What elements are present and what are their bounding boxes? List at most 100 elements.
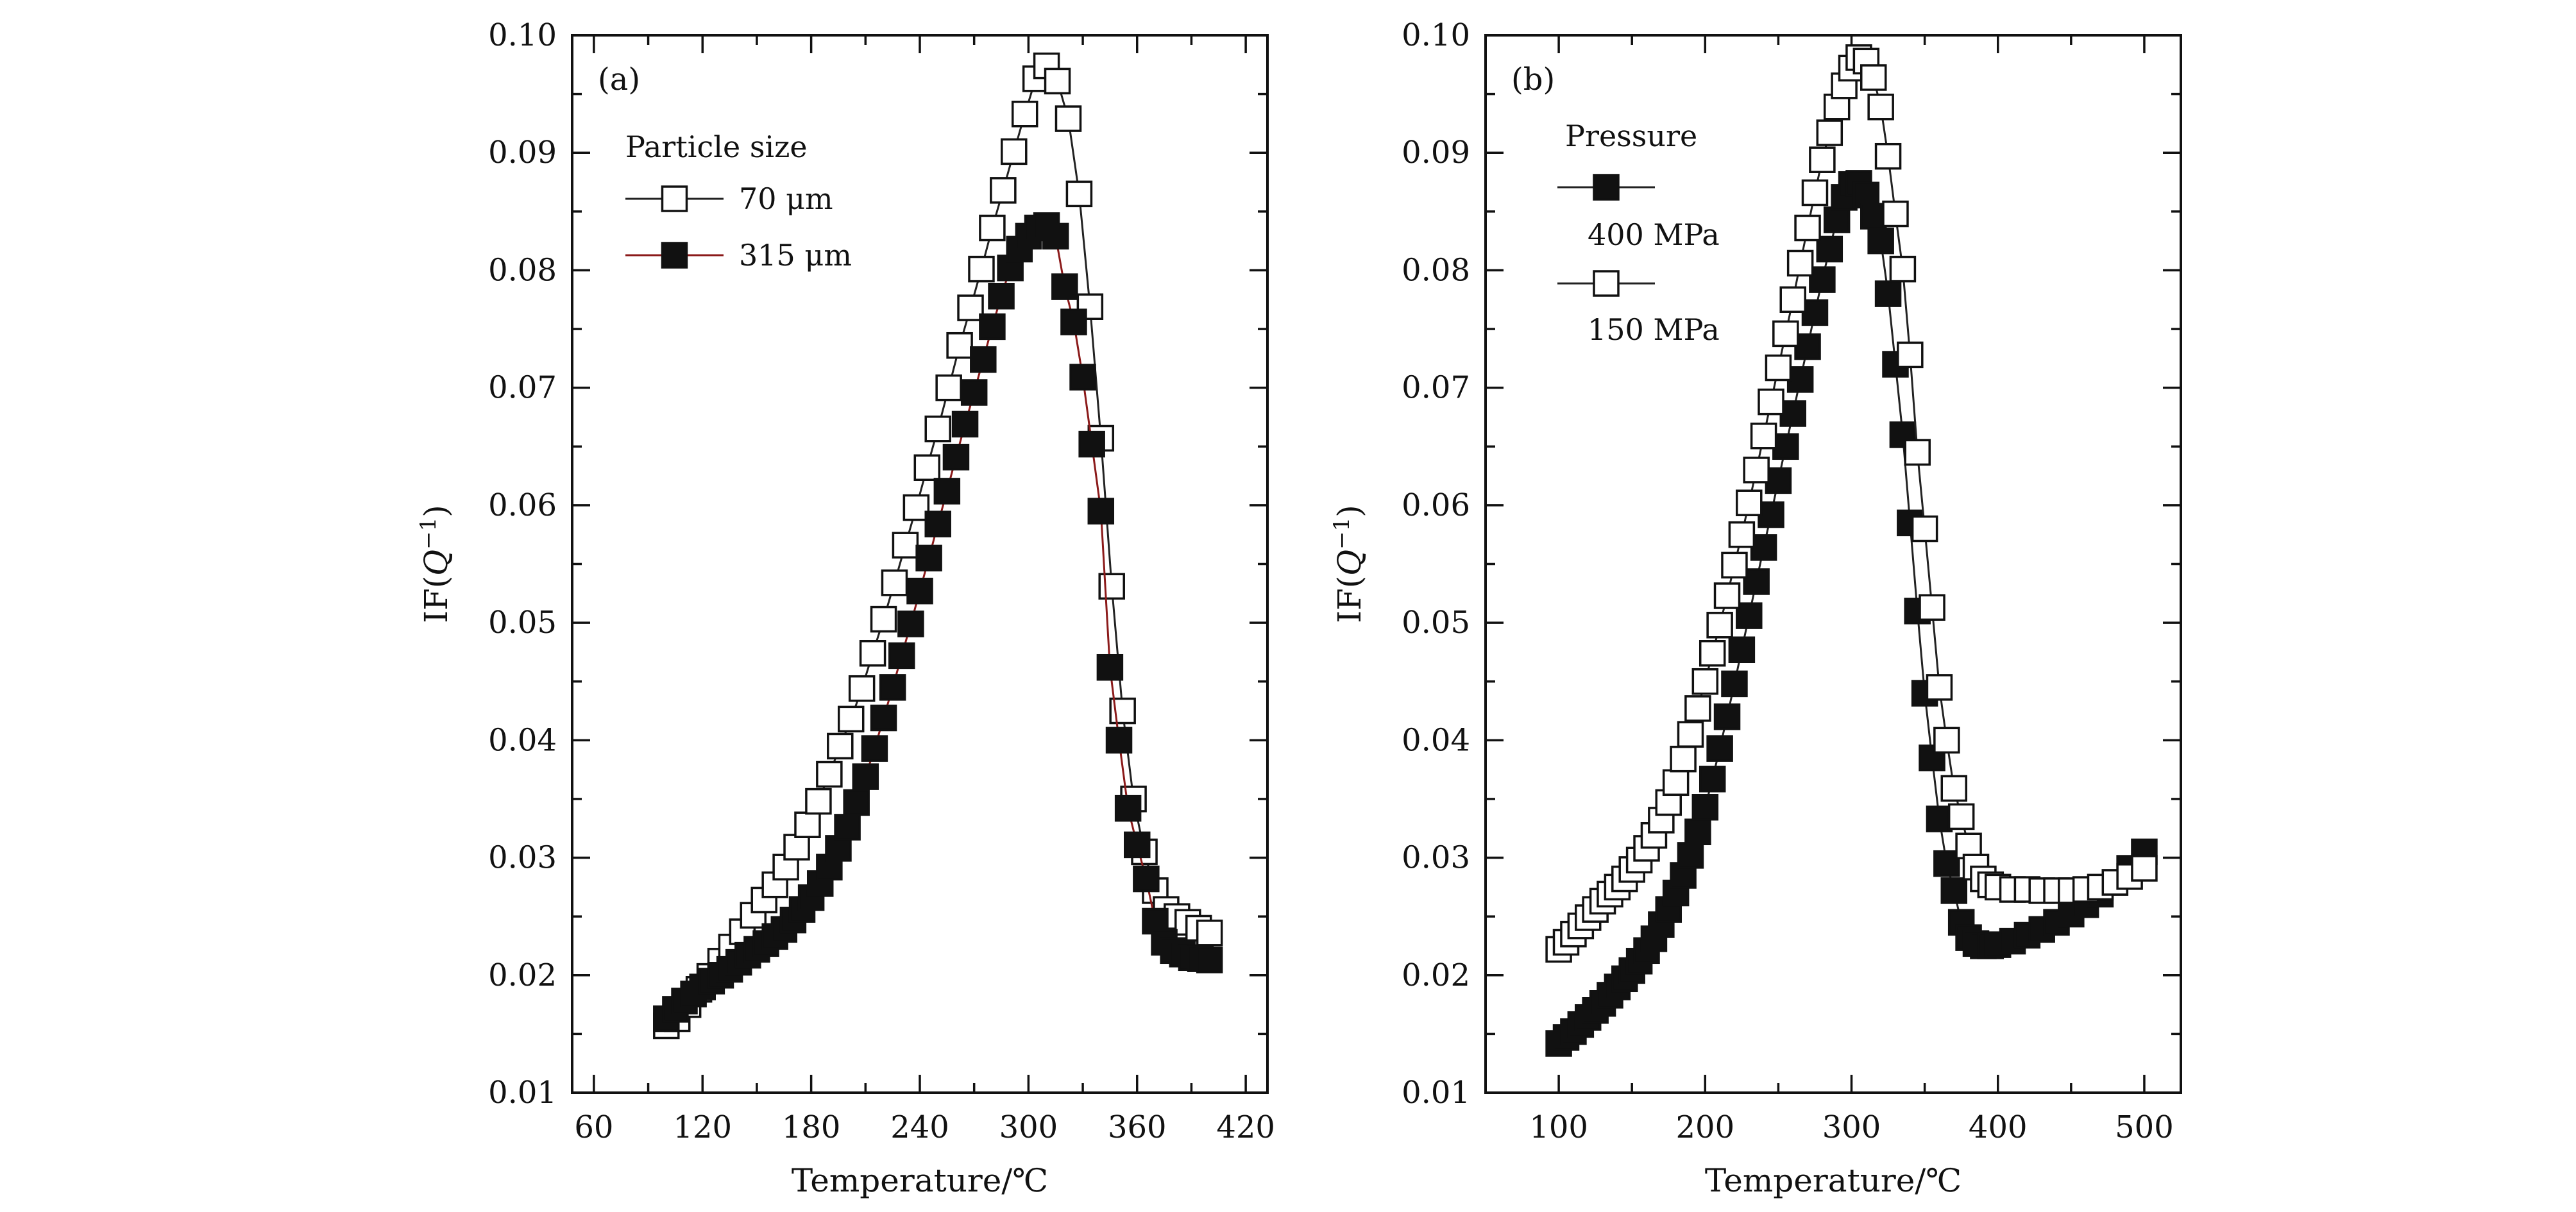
y-tick-label: 0.07 [1402, 370, 1470, 406]
filled-square-marker [1750, 534, 1777, 561]
legend: Particle size 70 μm 315 μm [625, 130, 852, 273]
filled-square-marker [933, 478, 961, 505]
open-square-marker [1809, 146, 1836, 173]
series-1 [1545, 170, 2158, 1057]
y-axis-title: IF(Q−1) [416, 505, 455, 623]
filled-square-marker [1133, 865, 1160, 893]
open-square-marker [1786, 249, 1814, 277]
y-tick-label: 0.10 [488, 17, 557, 53]
filled-square-marker [1114, 795, 1142, 822]
filled-square-marker [870, 704, 897, 732]
filled-square-marker [1940, 877, 1968, 904]
open-square-marker [1055, 105, 1082, 132]
legend-filled-square [661, 242, 688, 269]
y-axis-title-variable: Q [1331, 550, 1368, 576]
series-2 [653, 212, 1223, 1032]
series-2 [1545, 44, 2158, 963]
filled-square-marker [1196, 947, 1223, 973]
open-square-marker [1867, 94, 1894, 121]
open-square-marker [902, 494, 930, 521]
open-square-marker [1801, 179, 1829, 206]
y-axis-title-prefix: IF( [418, 576, 455, 623]
open-square-marker [837, 705, 865, 733]
open-square-marker [1919, 594, 1945, 621]
filled-square-marker [915, 544, 942, 572]
y-tick-label: 0.08 [1402, 252, 1470, 288]
y-tick-label: 0.03 [488, 840, 557, 876]
y-axis-title: IF(Q−1) [1329, 505, 1368, 623]
open-square-marker [1721, 551, 1748, 579]
y-tick-label: 0.10 [1402, 17, 1470, 53]
legend-series-label: 70 μm [739, 181, 833, 216]
open-square-marker [935, 374, 962, 401]
filled-square-marker [970, 346, 997, 373]
filled-square-marker [1699, 766, 1726, 793]
filled-square-marker [861, 735, 888, 762]
y-tick-label: 0.05 [488, 605, 557, 641]
open-square-marker [1044, 67, 1071, 95]
panel-label: (b) [1511, 62, 1555, 97]
x-tick-label: 360 [1108, 1109, 1167, 1145]
legend-title: Particle size [625, 130, 808, 164]
y-tick-label: 0.01 [488, 1075, 557, 1111]
open-square-marker [968, 255, 995, 283]
filled-square-marker [1087, 498, 1115, 525]
open-square-marker [1662, 769, 1690, 796]
open-square-marker [979, 214, 1006, 242]
y-tick-label: 0.04 [1402, 722, 1470, 758]
filled-square-marker [942, 444, 970, 471]
open-square-marker [1677, 721, 1704, 748]
legend-open-square [1593, 270, 1620, 297]
y-axis-title-prefix: IF( [1331, 576, 1368, 623]
filled-square-marker [1060, 308, 1087, 335]
open-square-marker [859, 639, 886, 667]
open-square-marker [805, 787, 832, 815]
legend-filled-square [1593, 174, 1620, 201]
y-axis-title-suffix: ) [418, 505, 455, 518]
open-square-marker [1947, 803, 1975, 830]
filled-square-marker [888, 642, 915, 669]
y-tick-label: 0.02 [1402, 957, 1470, 993]
open-square-marker [1750, 423, 1777, 450]
filled-square-marker [1860, 203, 1887, 230]
open-square-marker [1889, 255, 1917, 283]
filled-square-marker [1926, 805, 1953, 832]
x-tick-label: 60 [574, 1109, 613, 1145]
open-square-marker [957, 294, 984, 321]
open-square-marker [946, 332, 973, 359]
filled-square-marker [1794, 333, 1821, 360]
open-square-marker [892, 532, 919, 559]
open-square-marker [1728, 521, 1756, 548]
y-tick-label: 0.04 [488, 722, 557, 758]
filled-square-marker [1721, 670, 1748, 698]
filled-square-marker [1684, 818, 1711, 845]
open-square-marker [794, 811, 821, 839]
open-square-marker [848, 675, 876, 702]
x-tick-label: 200 [1676, 1109, 1735, 1145]
open-square-marker [1794, 214, 1821, 242]
filled-square-marker [1736, 602, 1763, 629]
open-square-marker [1706, 612, 1733, 639]
open-square-marker [1765, 354, 1792, 382]
filled-square-marker [852, 763, 879, 790]
filled-square-marker [1809, 266, 1836, 293]
y-axis-title-variable: Q [418, 550, 455, 576]
open-square-marker [1933, 727, 1960, 754]
filled-square-marker [1823, 206, 1851, 233]
open-square-marker [1691, 668, 1719, 695]
x-tick-label: 100 [1529, 1109, 1588, 1145]
y-axis-title-exponent: −1 [1329, 518, 1355, 550]
open-square-marker [1713, 582, 1741, 609]
y-axis-title-suffix: ) [1331, 505, 1368, 518]
y-tick-label: 0.07 [488, 370, 557, 406]
open-square-marker [1758, 388, 1784, 416]
chart-panel-a: 0.01 0.02 0.03 0.04 0.05 0.06 0.07 0.08 0.09 0.10… [416, 17, 1275, 1199]
open-square-marker [1816, 119, 1843, 146]
filled-square-marker [1765, 467, 1792, 494]
series-line [665, 224, 1210, 1020]
filled-square-marker [1933, 850, 1960, 877]
x-tick-label: 420 [1216, 1109, 1275, 1145]
y-tick-label: 0.06 [1402, 487, 1470, 523]
legend-open-square [661, 185, 688, 212]
legend-series-label: 150 MPa [1588, 312, 1720, 347]
